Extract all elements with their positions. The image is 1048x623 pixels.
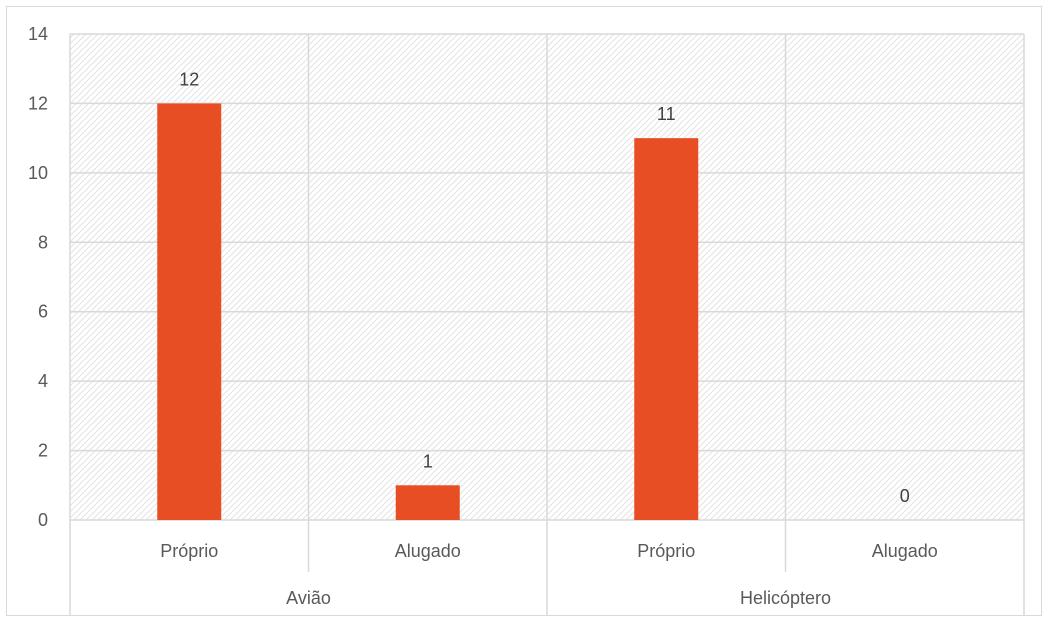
gridlines	[69, 33, 1025, 521]
y-tick-label-6: 6	[38, 302, 48, 322]
data-label-Helicóptero-Alugado: 0	[900, 486, 910, 506]
chart-frame	[6, 6, 1042, 616]
y-tick-label-8: 8	[38, 232, 48, 252]
y-tick-label-4: 4	[38, 371, 48, 391]
category-label-Helicóptero-Alugado: Alugado	[872, 541, 938, 561]
data-label-Avião-Alugado: 1	[423, 451, 433, 471]
y-tick-label-10: 10	[28, 163, 48, 183]
bar-Helicóptero-Próprio	[634, 138, 699, 520]
y-tick-label-12: 12	[28, 93, 48, 113]
bars	[157, 103, 699, 520]
y-tick-label-14: 14	[28, 24, 48, 44]
bar-Avião-Alugado	[395, 485, 460, 520]
category-label-Avião-Alugado: Alugado	[395, 541, 461, 561]
group-label-Helicóptero: Helicóptero	[740, 588, 831, 608]
y-tick-label-0: 0	[38, 510, 48, 530]
bar-Avião-Próprio	[157, 103, 222, 520]
group-label-Avião: Avião	[286, 588, 331, 608]
data-label-Avião-Próprio: 12	[179, 69, 199, 89]
category-label-Helicóptero-Próprio: Próprio	[637, 541, 695, 561]
data-label-Helicóptero-Próprio: 11	[657, 104, 676, 124]
y-tick-label-2: 2	[38, 441, 48, 461]
category-label-Avião-Próprio: Próprio	[160, 541, 218, 561]
